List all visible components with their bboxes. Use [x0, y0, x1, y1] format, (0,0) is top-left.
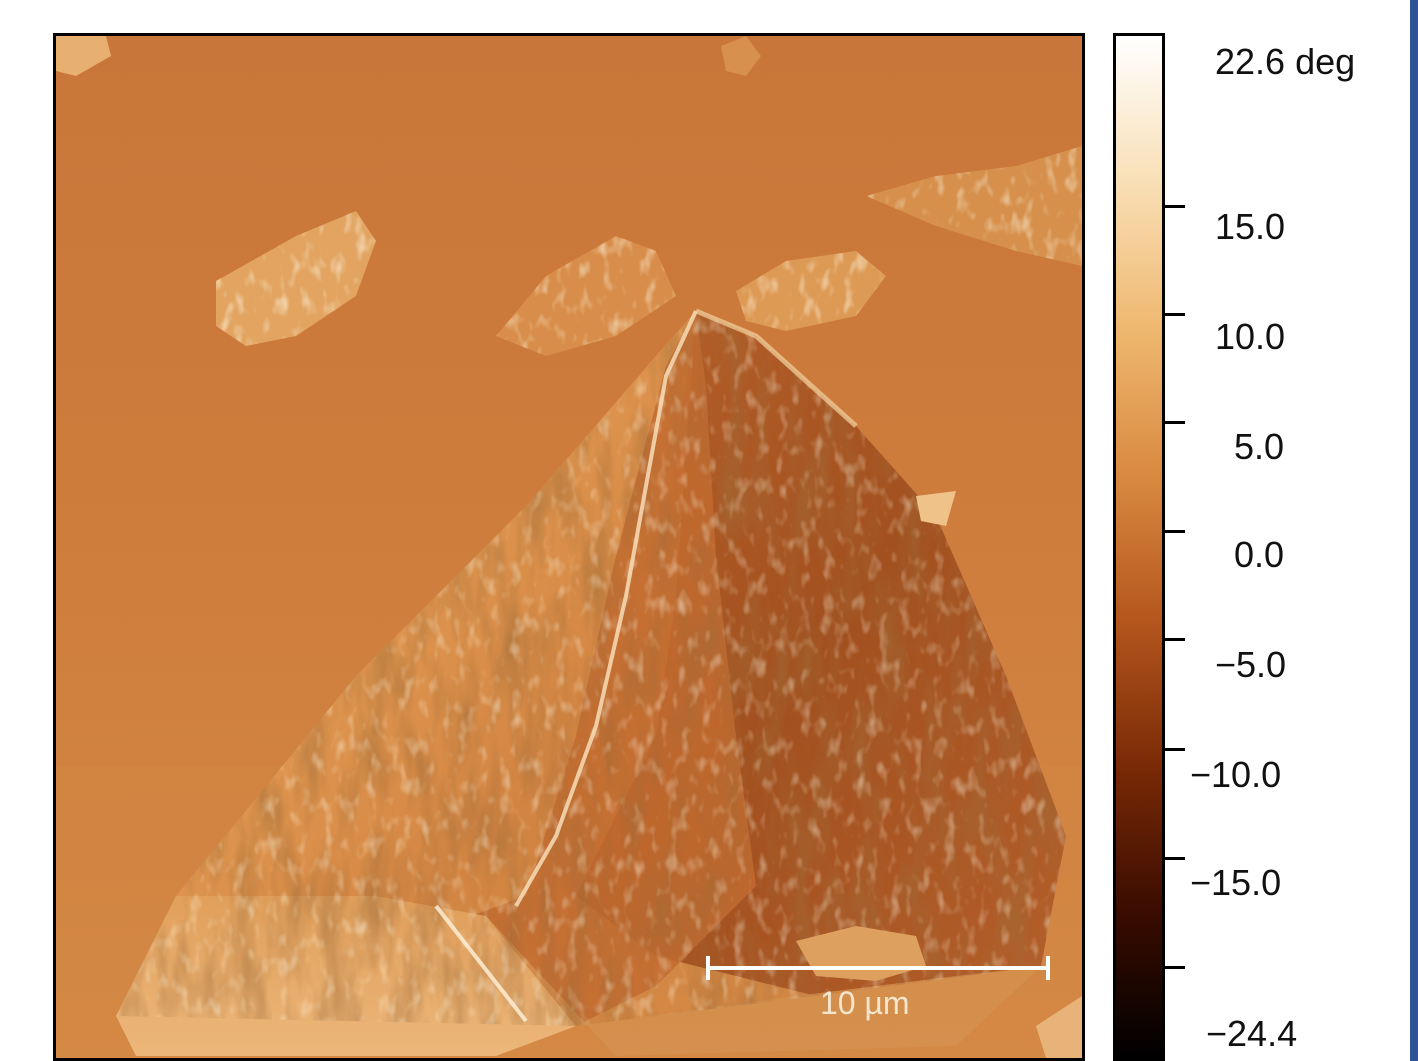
flake-right-mid — [916, 491, 956, 526]
flake-top-center — [721, 36, 761, 76]
flake-top-left-corner — [56, 36, 111, 76]
crystal-texture-light — [116, 311, 1066, 1026]
colorbar-tick — [1165, 966, 1185, 969]
flake-right-edge — [866, 146, 1082, 266]
flake-upper-left — [216, 211, 376, 346]
colorbar-tick-label: 15.0 — [1215, 206, 1286, 247]
colorbar-min-label: −24.4 — [1206, 1013, 1298, 1054]
colorbar-tick — [1165, 421, 1185, 424]
colorbar-max-label: 22.6 deg — [1215, 41, 1356, 82]
top-edge-highlight — [695, 308, 858, 428]
colorbar-tick — [1165, 205, 1185, 208]
colorbar-tick — [1165, 638, 1185, 641]
colorbar-tick-label: −5.0 — [1215, 644, 1287, 685]
colorbar-tick — [1165, 530, 1185, 533]
colorbar-tick — [1165, 313, 1185, 316]
colorbar-tick-label: 5.0 — [1234, 426, 1285, 467]
scale-bar-label: 10 µm — [820, 985, 910, 1021]
crystal-bottom-right-facet — [486, 916, 1041, 1056]
colorbar-tick-label: −10.0 — [1190, 754, 1282, 795]
lower-edge-highlight — [434, 904, 528, 1023]
colorbar-gradient — [1116, 36, 1162, 1058]
colorbar-tick-label: 0.0 — [1234, 534, 1285, 575]
colorbar-tick-label: 10.0 — [1215, 316, 1286, 357]
colorbar — [1113, 33, 1165, 1061]
slide-frame-edge — [1410, 0, 1418, 1061]
afm-phase-image-canvas — [56, 36, 1082, 1058]
afm-phase-image — [53, 33, 1085, 1061]
colorbar-tick — [1165, 857, 1185, 860]
scale-bar — [706, 956, 1050, 980]
ridge-highlight — [514, 310, 698, 907]
colorbar-tick — [1165, 748, 1185, 751]
flake-center-right — [736, 251, 886, 331]
colorbar-tick-label: −15.0 — [1190, 862, 1282, 903]
flake-center-top — [496, 236, 676, 356]
